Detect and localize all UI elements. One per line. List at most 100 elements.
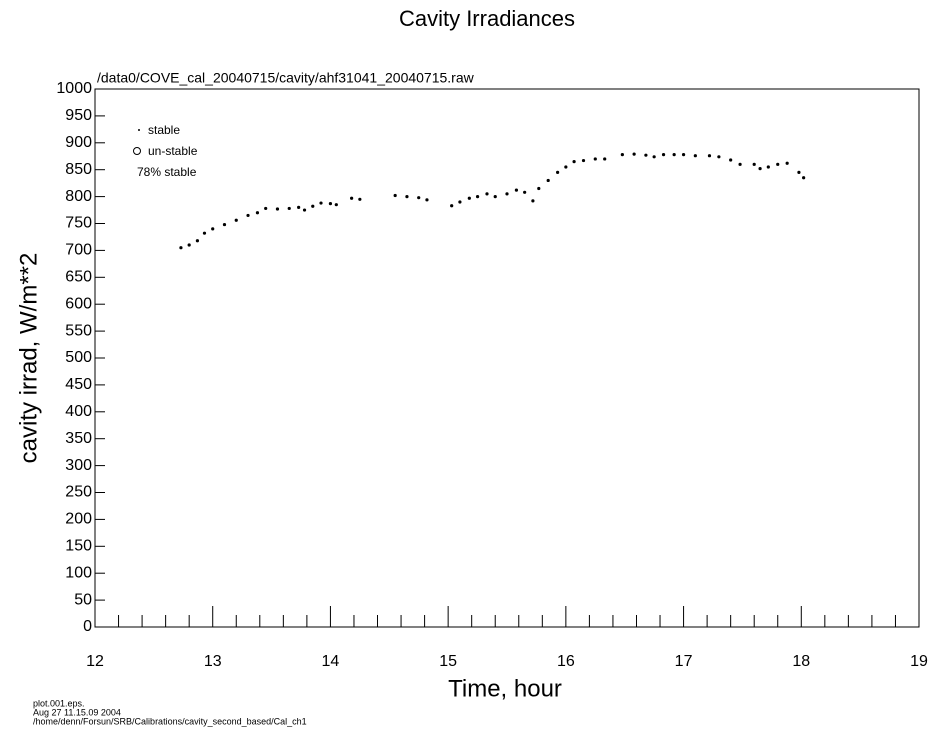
subtitle: /data0/COVE_cal_20040715/cavity/ahf31041…: [97, 70, 475, 86]
data-point: [475, 195, 480, 199]
data-point: [717, 155, 721, 159]
data-point: [179, 246, 183, 250]
legend-marker-unstable: [133, 147, 141, 155]
x-tick-label: 16: [557, 653, 575, 670]
x-tick-label: 13: [204, 653, 222, 670]
y-axis-label: cavity irrad, W/m**2: [15, 253, 42, 464]
data-point: [195, 239, 200, 243]
x-tick-label: 17: [675, 653, 693, 670]
data-point: [661, 153, 666, 157]
data-point: [358, 197, 362, 201]
legend-label: stable: [148, 123, 180, 137]
data-point: [222, 222, 227, 227]
data-point: [302, 208, 307, 212]
data-point: [458, 200, 462, 204]
data-point: [297, 205, 301, 209]
chart-title: Cavity Irradiances: [399, 6, 575, 31]
footer-line: /home/denn/Forsun/SRB/Calibrations/cavit…: [33, 716, 307, 726]
y-tick-label: 550: [65, 322, 92, 339]
x-tick-label: 12: [86, 653, 104, 670]
data-point: [556, 170, 560, 174]
y-tick-label: 400: [65, 403, 92, 420]
data-point: [493, 195, 497, 199]
x-tick-label: 15: [439, 653, 457, 670]
data-point: [405, 195, 409, 199]
data-point: [776, 162, 780, 166]
y-tick-label: 500: [65, 349, 92, 366]
data-point: [537, 186, 541, 191]
data-point: [738, 162, 742, 166]
data-point: [564, 165, 568, 169]
y-tick-label: 100: [65, 564, 92, 581]
data-point: [275, 207, 280, 211]
data-point: [425, 198, 429, 202]
data-point: [234, 218, 238, 222]
annotation: 78% stable: [137, 165, 197, 179]
data-point: [287, 206, 291, 211]
data-point: [620, 153, 624, 157]
data-point: [187, 243, 191, 247]
data-point: [514, 188, 519, 192]
y-tick-label: 0: [83, 618, 92, 635]
y-tick-label: 700: [65, 242, 92, 259]
data-point: [450, 204, 454, 208]
data-point: [246, 213, 250, 218]
data-point: [581, 158, 586, 163]
data-point: [802, 176, 806, 180]
data-point: [328, 201, 333, 206]
legend-label: un-stable: [148, 144, 198, 158]
y-tick-label: 350: [65, 430, 92, 447]
data-point: [758, 167, 762, 171]
data-point: [752, 162, 756, 166]
data-point: [531, 199, 535, 203]
data-point: [264, 206, 268, 211]
y-tick-label: 750: [65, 215, 92, 232]
data-point: [797, 170, 801, 174]
data-point: [202, 231, 207, 235]
y-tick-label: 50: [74, 591, 92, 608]
y-tick-label: 250: [65, 484, 92, 501]
y-tick-label: 450: [65, 376, 92, 393]
data-point: [505, 192, 509, 196]
y-tick-label: 900: [65, 134, 92, 151]
y-tick-label: 650: [65, 269, 92, 286]
data-point: [729, 158, 733, 162]
footer-line: Aug 27 11.15.09 2004: [33, 707, 121, 717]
data-point: [766, 165, 770, 169]
data-point: [211, 227, 215, 231]
x-tick-label: 18: [792, 653, 810, 670]
data-point: [485, 192, 489, 196]
data-point: [785, 161, 789, 165]
plot-frame: [94, 88, 920, 628]
x-tick-label: 14: [322, 653, 340, 670]
y-tick-label: 150: [65, 538, 92, 555]
data-point: [593, 157, 597, 161]
data-point: [572, 160, 576, 164]
x-axis-label: Time, hour: [448, 675, 562, 702]
data-point: [681, 153, 686, 157]
y-tick-label: 950: [65, 107, 92, 124]
data-point: [707, 154, 712, 158]
data-point: [255, 211, 260, 215]
data-point: [632, 152, 636, 156]
y-tick-label: 800: [65, 188, 92, 205]
footer-line: plot.001.eps.: [33, 698, 85, 708]
y-tick-label: 1000: [56, 80, 92, 97]
data-point: [603, 157, 607, 161]
data-point: [652, 155, 656, 159]
data-point: [319, 201, 323, 205]
data-point: [393, 193, 397, 198]
y-tick-label: 300: [65, 457, 92, 474]
data-point: [417, 196, 421, 200]
y-tick-label: 600: [65, 295, 92, 312]
y-tick-label: 850: [65, 161, 92, 178]
data-point: [467, 196, 471, 200]
data-point: [311, 204, 315, 208]
data-point: [350, 196, 354, 200]
data-point: [693, 154, 697, 158]
data-point: [644, 153, 648, 157]
data-point: [523, 190, 527, 194]
x-tick-label: 19: [910, 653, 928, 670]
